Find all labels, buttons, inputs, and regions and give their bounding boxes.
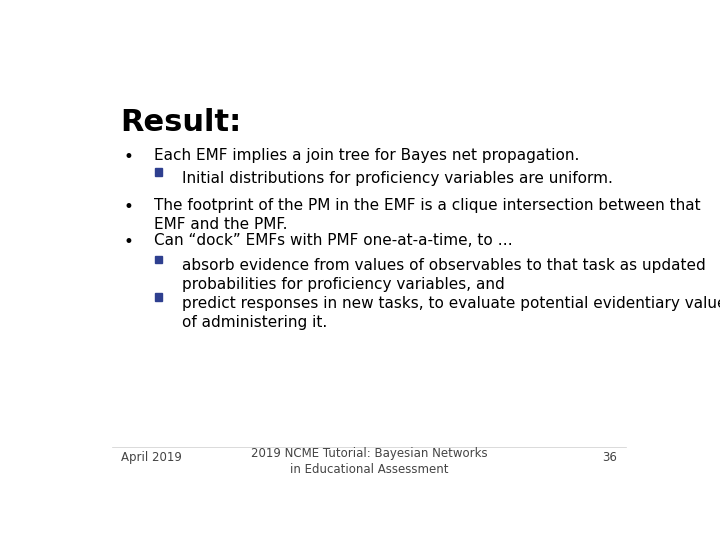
Text: April 2019: April 2019 bbox=[121, 451, 181, 464]
Text: The footprint of the PM in the EMF is a clique intersection between that
EMF and: The footprint of the PM in the EMF is a … bbox=[154, 198, 701, 232]
Text: 2019 NCME Tutorial: Bayesian Networks
in Educational Assessment: 2019 NCME Tutorial: Bayesian Networks in… bbox=[251, 447, 487, 476]
FancyBboxPatch shape bbox=[156, 293, 162, 301]
Text: •: • bbox=[124, 233, 133, 251]
Text: Result:: Result: bbox=[121, 109, 242, 138]
FancyBboxPatch shape bbox=[156, 255, 162, 263]
Text: Can “dock” EMFs with PMF one-at-a-time, to …: Can “dock” EMFs with PMF one-at-a-time, … bbox=[154, 233, 513, 248]
Text: •: • bbox=[124, 198, 133, 216]
Text: absorb evidence from values of observables to that task as updated
probabilities: absorb evidence from values of observabl… bbox=[182, 258, 706, 292]
Text: Each EMF implies a join tree for Bayes net propagation.: Each EMF implies a join tree for Bayes n… bbox=[154, 148, 580, 163]
Text: 36: 36 bbox=[603, 451, 617, 464]
Text: predict responses in new tasks, to evaluate potential evidentiary value
of admin: predict responses in new tasks, to evalu… bbox=[182, 295, 720, 330]
FancyBboxPatch shape bbox=[156, 168, 162, 176]
Text: •: • bbox=[124, 148, 133, 166]
Text: Initial distributions for proficiency variables are uniform.: Initial distributions for proficiency va… bbox=[182, 171, 613, 186]
